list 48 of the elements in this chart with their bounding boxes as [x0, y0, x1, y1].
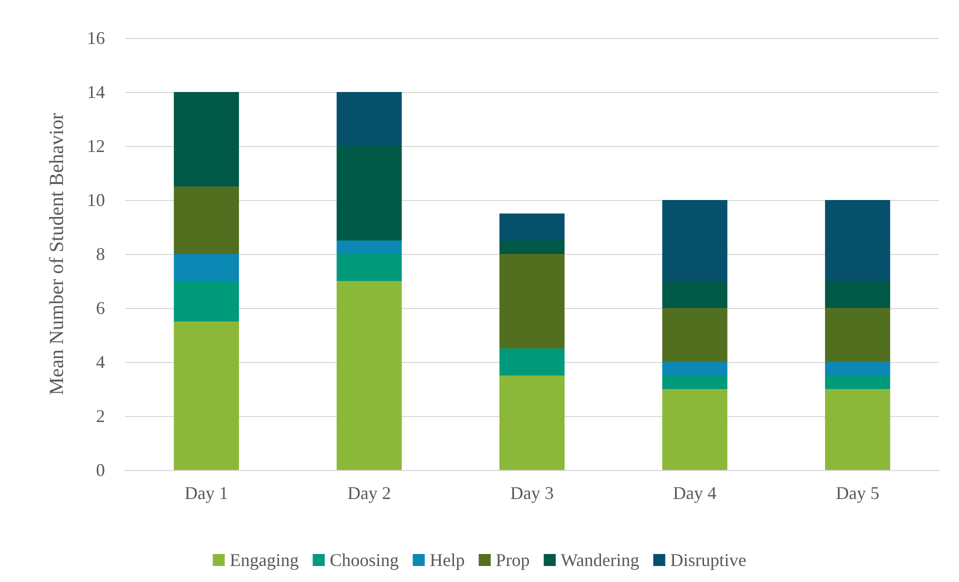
y-tick-label: 4 — [96, 352, 105, 372]
x-tick-label: Day 1 — [184, 483, 228, 503]
bar — [499, 348, 565, 376]
bar — [336, 146, 402, 240]
y-tick-label: 12 — [87, 136, 105, 156]
bar — [499, 376, 565, 470]
bar — [499, 214, 565, 240]
bar — [825, 389, 890, 470]
bar — [174, 92, 239, 186]
y-tick-label: 6 — [96, 298, 105, 318]
legend-label: Help — [430, 550, 465, 570]
bar — [174, 281, 239, 322]
x-tick-label: Day 3 — [510, 483, 554, 503]
legend-label: Disruptive — [670, 550, 746, 570]
legend-label: Choosing — [330, 550, 399, 570]
bar — [825, 362, 890, 376]
bar — [825, 376, 890, 389]
bar — [825, 308, 890, 362]
bar — [174, 254, 239, 281]
bar — [336, 92, 402, 146]
bar — [336, 254, 402, 281]
bar — [825, 200, 890, 281]
bar — [336, 240, 402, 254]
bar — [662, 281, 728, 308]
x-tick-label: Day 5 — [836, 483, 880, 503]
y-axis-title: Mean Number of Student Behavior — [46, 112, 68, 396]
y-tick-label: 8 — [96, 244, 105, 264]
bar — [662, 376, 728, 389]
y-tick-label: 10 — [87, 190, 105, 210]
bar — [662, 308, 728, 362]
legend-label: Wandering — [560, 550, 640, 570]
bar — [825, 281, 890, 308]
bar — [662, 362, 728, 376]
bar — [662, 200, 728, 281]
bar — [662, 389, 728, 470]
bar — [499, 240, 565, 254]
x-tick-label: Day 2 — [347, 483, 391, 503]
legend-label: Prop — [496, 550, 530, 570]
x-tick-label: Day 4 — [673, 483, 717, 503]
y-tick-label: 14 — [87, 82, 105, 102]
y-tick-label: 16 — [87, 28, 105, 48]
y-tick-label: 0 — [96, 460, 105, 480]
legend-label: Engaging — [230, 550, 299, 570]
bar — [174, 322, 239, 470]
bar — [336, 281, 402, 470]
y-tick-label: 2 — [96, 406, 105, 426]
bar — [499, 254, 565, 348]
bar — [174, 186, 239, 254]
